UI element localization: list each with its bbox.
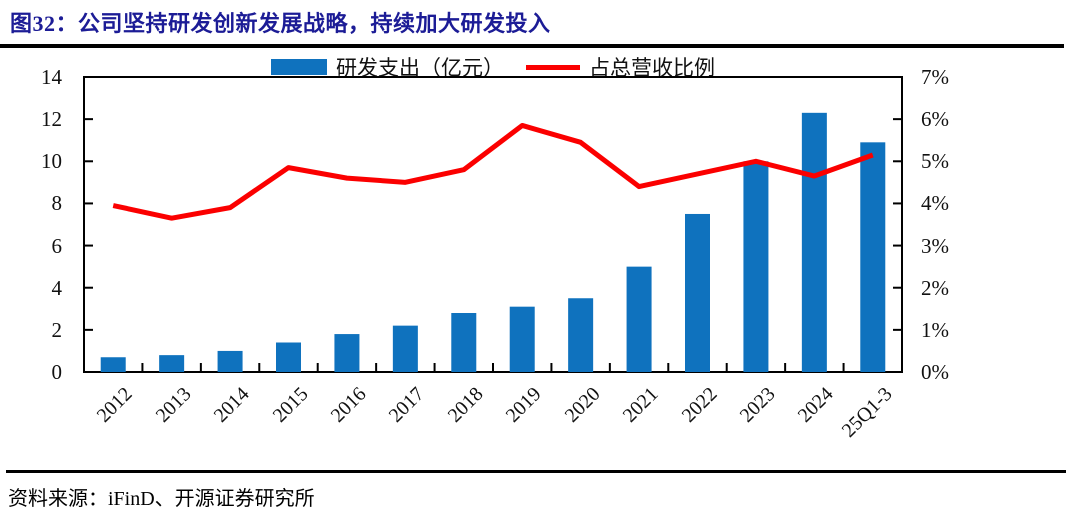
y-axis-right-label-3%: 3%	[921, 233, 949, 258]
y-axis-right-label-2%: 2%	[921, 275, 949, 300]
y-axis-right-label-6%: 6%	[921, 107, 949, 132]
bar-2017	[392, 325, 418, 372]
bar-2022	[685, 213, 710, 372]
y-axis-right-label-7%: 7%	[921, 65, 949, 89]
y-axis-left-label-12: 12	[41, 107, 62, 132]
y-axis-left-label-14: 14	[41, 65, 62, 89]
plot-area	[83, 76, 903, 373]
bar-2023	[743, 161, 769, 372]
bar-25Q1-3	[860, 142, 886, 372]
bar-2013	[159, 355, 185, 372]
bar-2015	[276, 342, 301, 372]
y-axis-left-label-4: 4	[51, 275, 63, 300]
figure-title: 图32：公司坚持研发创新发展战略，持续加大研发投入	[10, 11, 551, 36]
y-axis-left-label-10: 10	[41, 149, 62, 174]
y-axis-left-label-8: 8	[51, 191, 63, 216]
y-axis-right-label-0%: 0%	[921, 360, 949, 384]
source-note: 资料来源：iFinD、开源证券研究所	[8, 488, 315, 510]
chart-canvas	[83, 76, 903, 373]
bar-2020	[568, 298, 594, 372]
line-series-swatch	[526, 64, 580, 70]
y-axis-left-label-2: 2	[51, 317, 63, 342]
bar-2021	[626, 266, 652, 372]
revenue-ratio-line	[112, 122, 874, 221]
y-axis-left-label-0: 0	[51, 360, 63, 384]
bar-2012	[100, 357, 126, 372]
y-axis-right-label-1%: 1%	[921, 317, 949, 342]
plot-frame	[83, 76, 903, 373]
y-axis-left-label-6: 6	[51, 233, 63, 258]
bar-series-swatch	[271, 59, 327, 75]
bar-2014	[217, 350, 243, 372]
title-divider	[0, 44, 1064, 48]
bar-2024	[801, 112, 827, 373]
bar-2018	[451, 313, 477, 372]
y-axis-right-label-5%: 5%	[921, 149, 949, 174]
footer-divider	[6, 470, 1066, 473]
bar-2016	[334, 334, 360, 372]
bar-2019	[509, 306, 535, 372]
y-axis-right-label-4%: 4%	[921, 191, 949, 216]
